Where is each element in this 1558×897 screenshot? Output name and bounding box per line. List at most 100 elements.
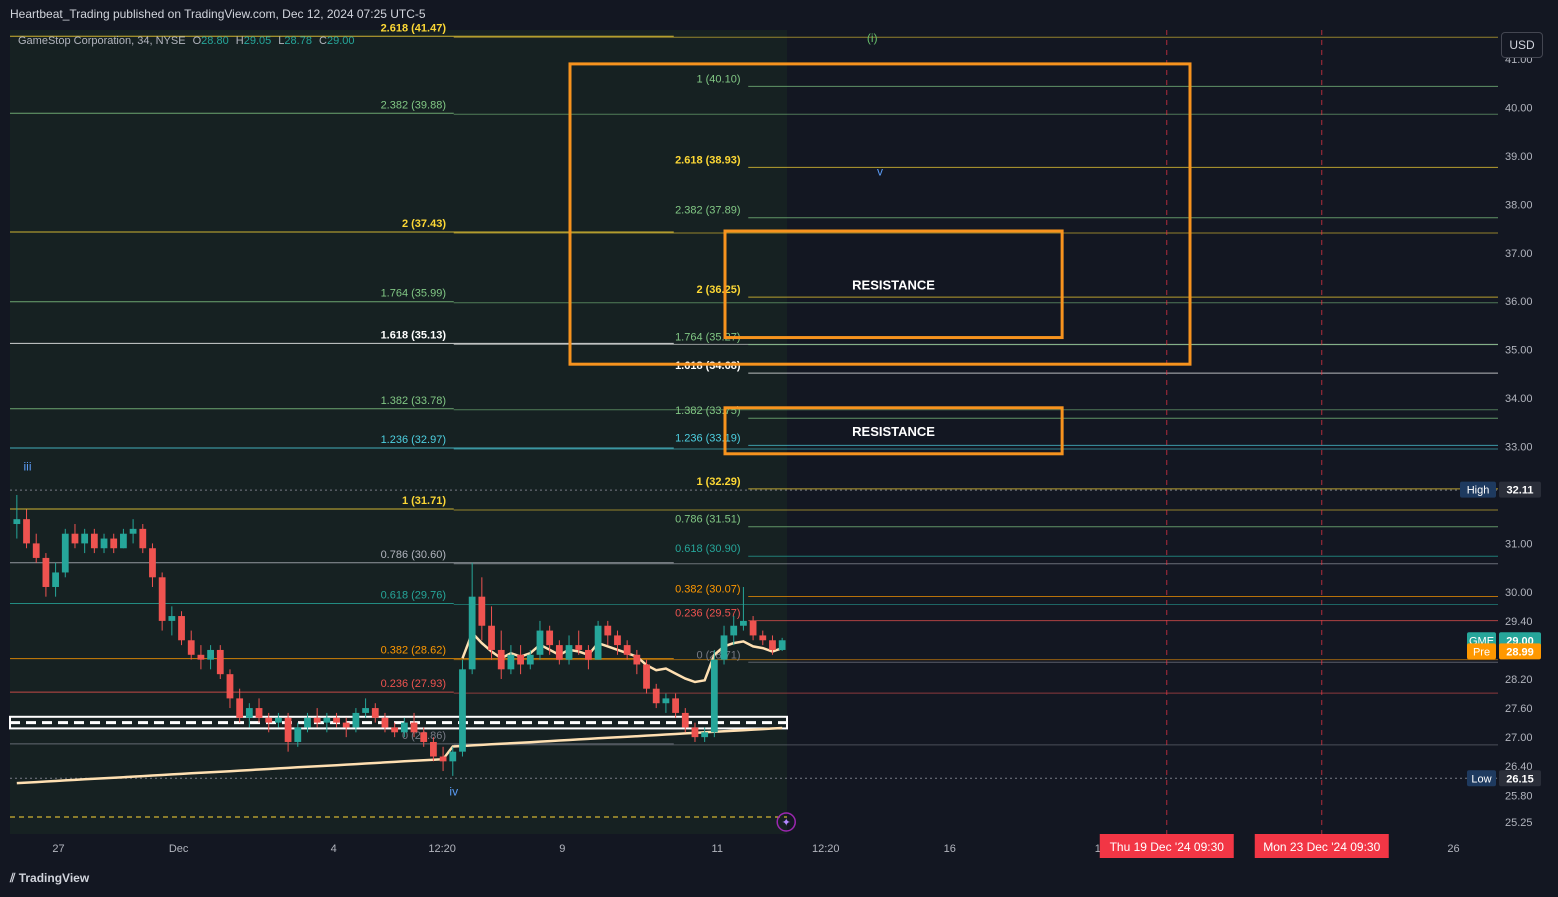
anchored-vwap-line [461,630,783,684]
candle-body [526,654,534,665]
tradingview-logo[interactable]: ⫽ TradingView [10,871,89,886]
price-tag-name: High [1467,485,1490,497]
high-label: H [235,35,244,47]
price-tag-name: Low [1471,773,1491,785]
fib-b-label: 0.786 (31.51) [675,514,740,526]
price-tag-name: Pre [1473,646,1490,658]
candle-body [594,625,602,660]
candle-body [672,698,679,713]
wave-label: iii [24,460,32,474]
candle-body [236,698,244,718]
candle-body [90,533,98,549]
candle-body [139,528,147,549]
y-tick-label: 27.60 [1505,703,1533,715]
fib-a-label: 1.764 (35.99) [381,288,446,300]
fib-b-label: 0.382 (30.07) [675,583,740,595]
y-tick-label: 34.00 [1505,393,1533,405]
candle-body [158,577,166,621]
price-tag-name-bg [1467,643,1496,660]
candle-body [420,732,428,742]
candle-body [449,751,457,762]
candle-body [352,712,360,728]
fib-a-label: 1 (31.71) [402,495,446,507]
candle-body [730,625,738,636]
price-tag-value: 28.99 [1506,646,1534,658]
candle-body [371,708,379,718]
candle-body [23,519,30,544]
candle-body [42,557,50,587]
candle-body [362,708,369,713]
fib-a-label: 0.236 (27.93) [381,678,446,690]
footer: ⫽ TradingView [0,866,1558,897]
fib-b-label: 2.382 (37.89) [675,205,740,217]
candle-body [439,756,447,762]
candle-body [430,741,437,757]
symbol-legend: GameStop Corporation, 34, NYSE O28.80 H 2… [18,35,355,47]
wave-label: v [877,164,883,178]
open-value: 28.80 [201,35,229,47]
x-tick-label: 11 [712,843,723,855]
open-label: O [192,35,202,47]
session-shade [10,30,787,834]
resistance-box [723,406,1064,456]
brand-label: TradingView [18,871,90,885]
resistance-box [568,62,1192,366]
candle-body [585,649,592,660]
candle-body [468,596,476,670]
wave-label: (i) [867,31,878,45]
price-tag-name-bg [1467,770,1496,787]
x-tick-label: 27 [52,843,64,855]
fib-b-label: 1 (32.29) [696,476,740,488]
price-tag-value: 26.15 [1506,773,1534,785]
candle-body [381,717,389,728]
currency-button[interactable]: USD [1501,32,1543,58]
candle-body [275,717,282,723]
fib-b-label: 0.236 (29.57) [675,608,740,620]
candle-body [623,645,631,655]
price-tag-name-bg [1460,481,1496,498]
x-tick-label: 16 [944,843,956,855]
candle-body [197,654,205,660]
candle-body [740,620,747,626]
fib-a-label: 2.618 (41.47) [381,22,447,34]
candle-body [187,640,195,655]
candle-body [691,727,699,738]
candle-body [216,649,224,675]
y-tick-label: 37.00 [1505,248,1533,260]
candle-body [32,543,40,558]
y-tick-label: 36.00 [1505,296,1533,308]
resistance-label: RESISTANCE [852,277,935,292]
event-tag-bg [1099,834,1234,858]
symbol-name: GameStop Corporation, 34, NYSE [18,35,186,47]
candle-body [13,519,21,525]
candle-body [391,727,399,733]
candle-body [759,635,767,641]
price-chart[interactable]: 2.618 (41.47) 2.382 (39.88) 2 (37.43) 1.764… [0,0,1558,866]
candle-body [749,620,757,636]
candle-body [149,548,156,578]
candle-body [662,698,670,704]
candle-body [643,664,650,689]
candle-body [400,722,408,733]
candle-body [110,538,118,549]
candle-body [720,635,728,660]
y-tick-label: 38.00 [1505,199,1533,211]
candle-body [710,659,718,733]
replay-marker-icon [776,812,796,832]
y-tick-label: 28.20 [1505,674,1533,686]
y-tick-label: 39.00 [1505,151,1533,163]
candle-body [333,717,340,723]
x-tick-label: 4 [331,843,337,855]
vwap-line [16,726,783,785]
y-tick-label: 29.40 [1505,616,1533,628]
candle-body [71,533,79,544]
publisher-text: Heartbeat_Trading published on TradingVi… [10,7,426,21]
y-tick-label: 27.00 [1505,732,1533,744]
close-value: 29.00 [326,35,355,47]
candle-body [459,669,466,752]
candle-body [61,533,69,573]
fib-a-label: 2 (37.43) [402,218,446,230]
candle-body [207,649,214,660]
fib-a-label: 1.382 (33.78) [381,395,446,407]
y-tick-label: 26.40 [1505,761,1533,773]
